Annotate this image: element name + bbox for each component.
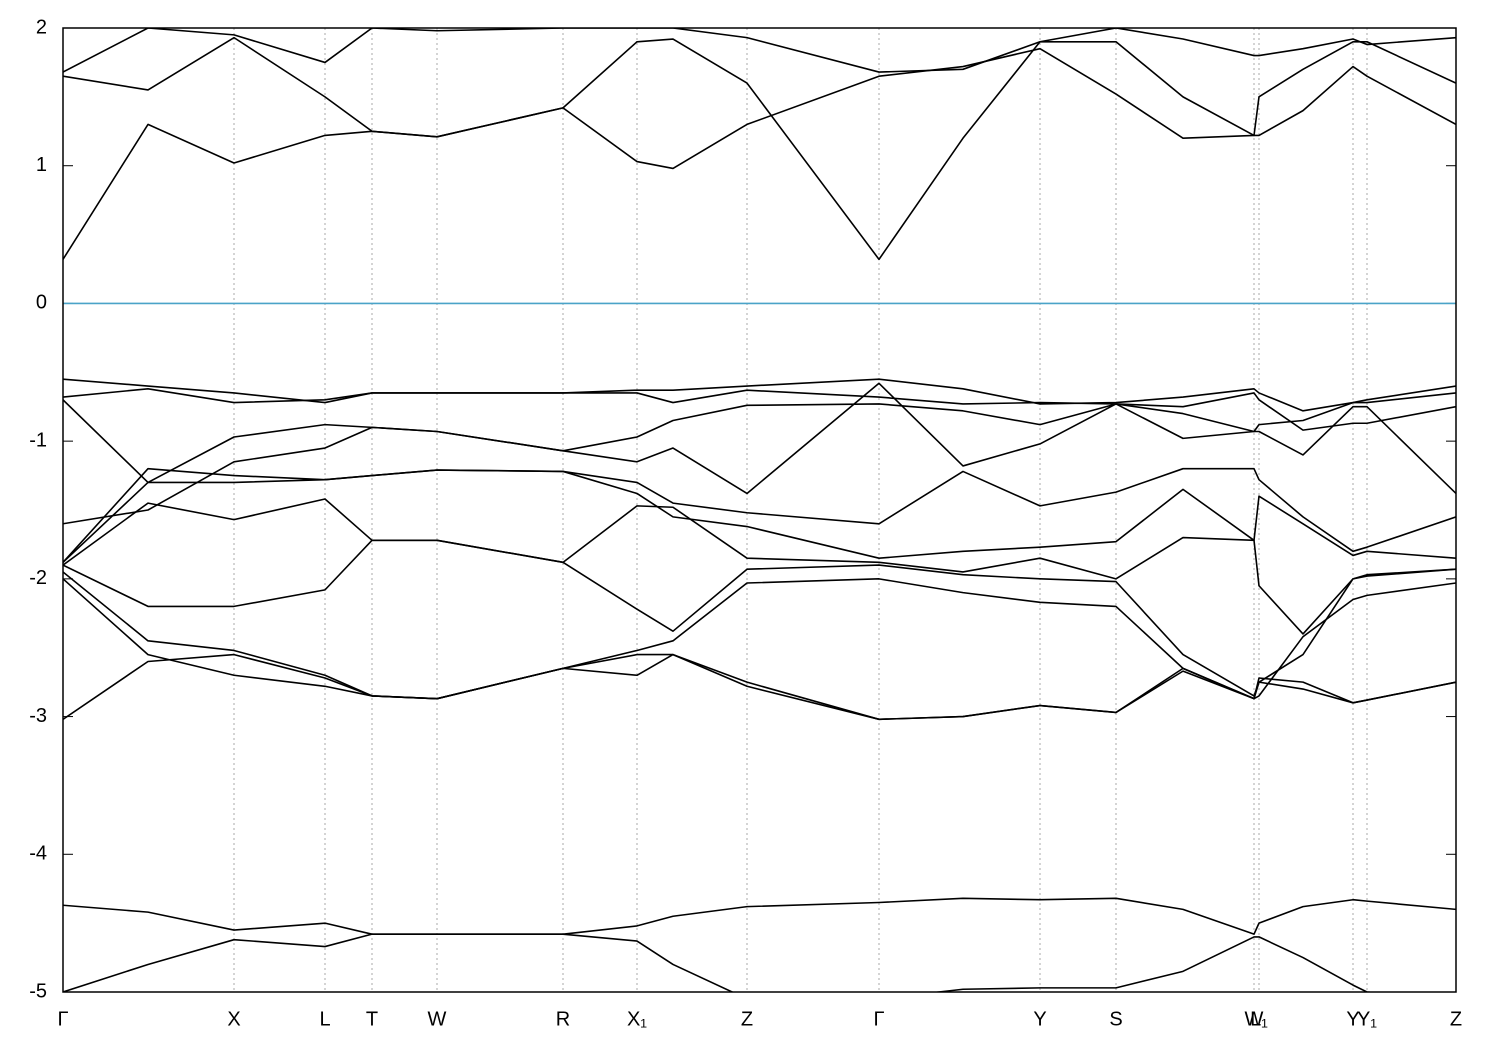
band-line xyxy=(63,47,1456,260)
band-line xyxy=(63,36,1456,261)
x-tick-label: W xyxy=(1245,1008,1264,1030)
y-tick-label: -3 xyxy=(29,705,47,727)
x-tick-label: R xyxy=(556,1008,570,1030)
x-tick-label: Γ xyxy=(873,1008,884,1030)
band-line xyxy=(63,571,1456,700)
x-tick-label: L xyxy=(319,1008,330,1030)
band-line xyxy=(63,392,1456,484)
y-tick-label: 2 xyxy=(36,16,47,38)
y-tick-label: -4 xyxy=(29,843,47,865)
y-tick-label: -2 xyxy=(29,567,47,589)
x-tick-label: Z xyxy=(741,1008,753,1030)
band-line xyxy=(63,382,1456,525)
bands xyxy=(63,28,1456,992)
plot-frame xyxy=(62,27,1457,993)
y-tick-label: -5 xyxy=(29,980,47,1002)
x-tick-label: Z xyxy=(1450,1008,1462,1030)
band-line xyxy=(63,469,1456,563)
x-tick-label: Γ xyxy=(57,1008,68,1030)
x-tick-label: Y₁ xyxy=(1357,1008,1377,1030)
y-tick-label: 0 xyxy=(36,292,47,314)
x-tick-label: L₁ xyxy=(1250,1008,1268,1030)
y-tick-label: -1 xyxy=(29,429,47,451)
band-line xyxy=(63,388,1456,433)
band-line xyxy=(63,897,1456,935)
x-tick-label: W xyxy=(428,1008,447,1030)
band-line xyxy=(63,28,1456,73)
y-tick-label: 1 xyxy=(36,154,47,176)
band-line xyxy=(63,653,1456,721)
band-line xyxy=(63,498,1456,635)
x-tick-label: S xyxy=(1109,1008,1122,1030)
x-tick-label: X xyxy=(227,1008,240,1030)
x-tick-label: X₁ xyxy=(627,1008,647,1030)
band-line xyxy=(63,378,1456,412)
x-tick-label: T xyxy=(366,1008,378,1030)
band-line xyxy=(63,539,1456,697)
x-tick-label: Y xyxy=(1346,1008,1359,1030)
band-line xyxy=(63,933,1378,992)
x-tick-label: Y xyxy=(1033,1008,1046,1030)
